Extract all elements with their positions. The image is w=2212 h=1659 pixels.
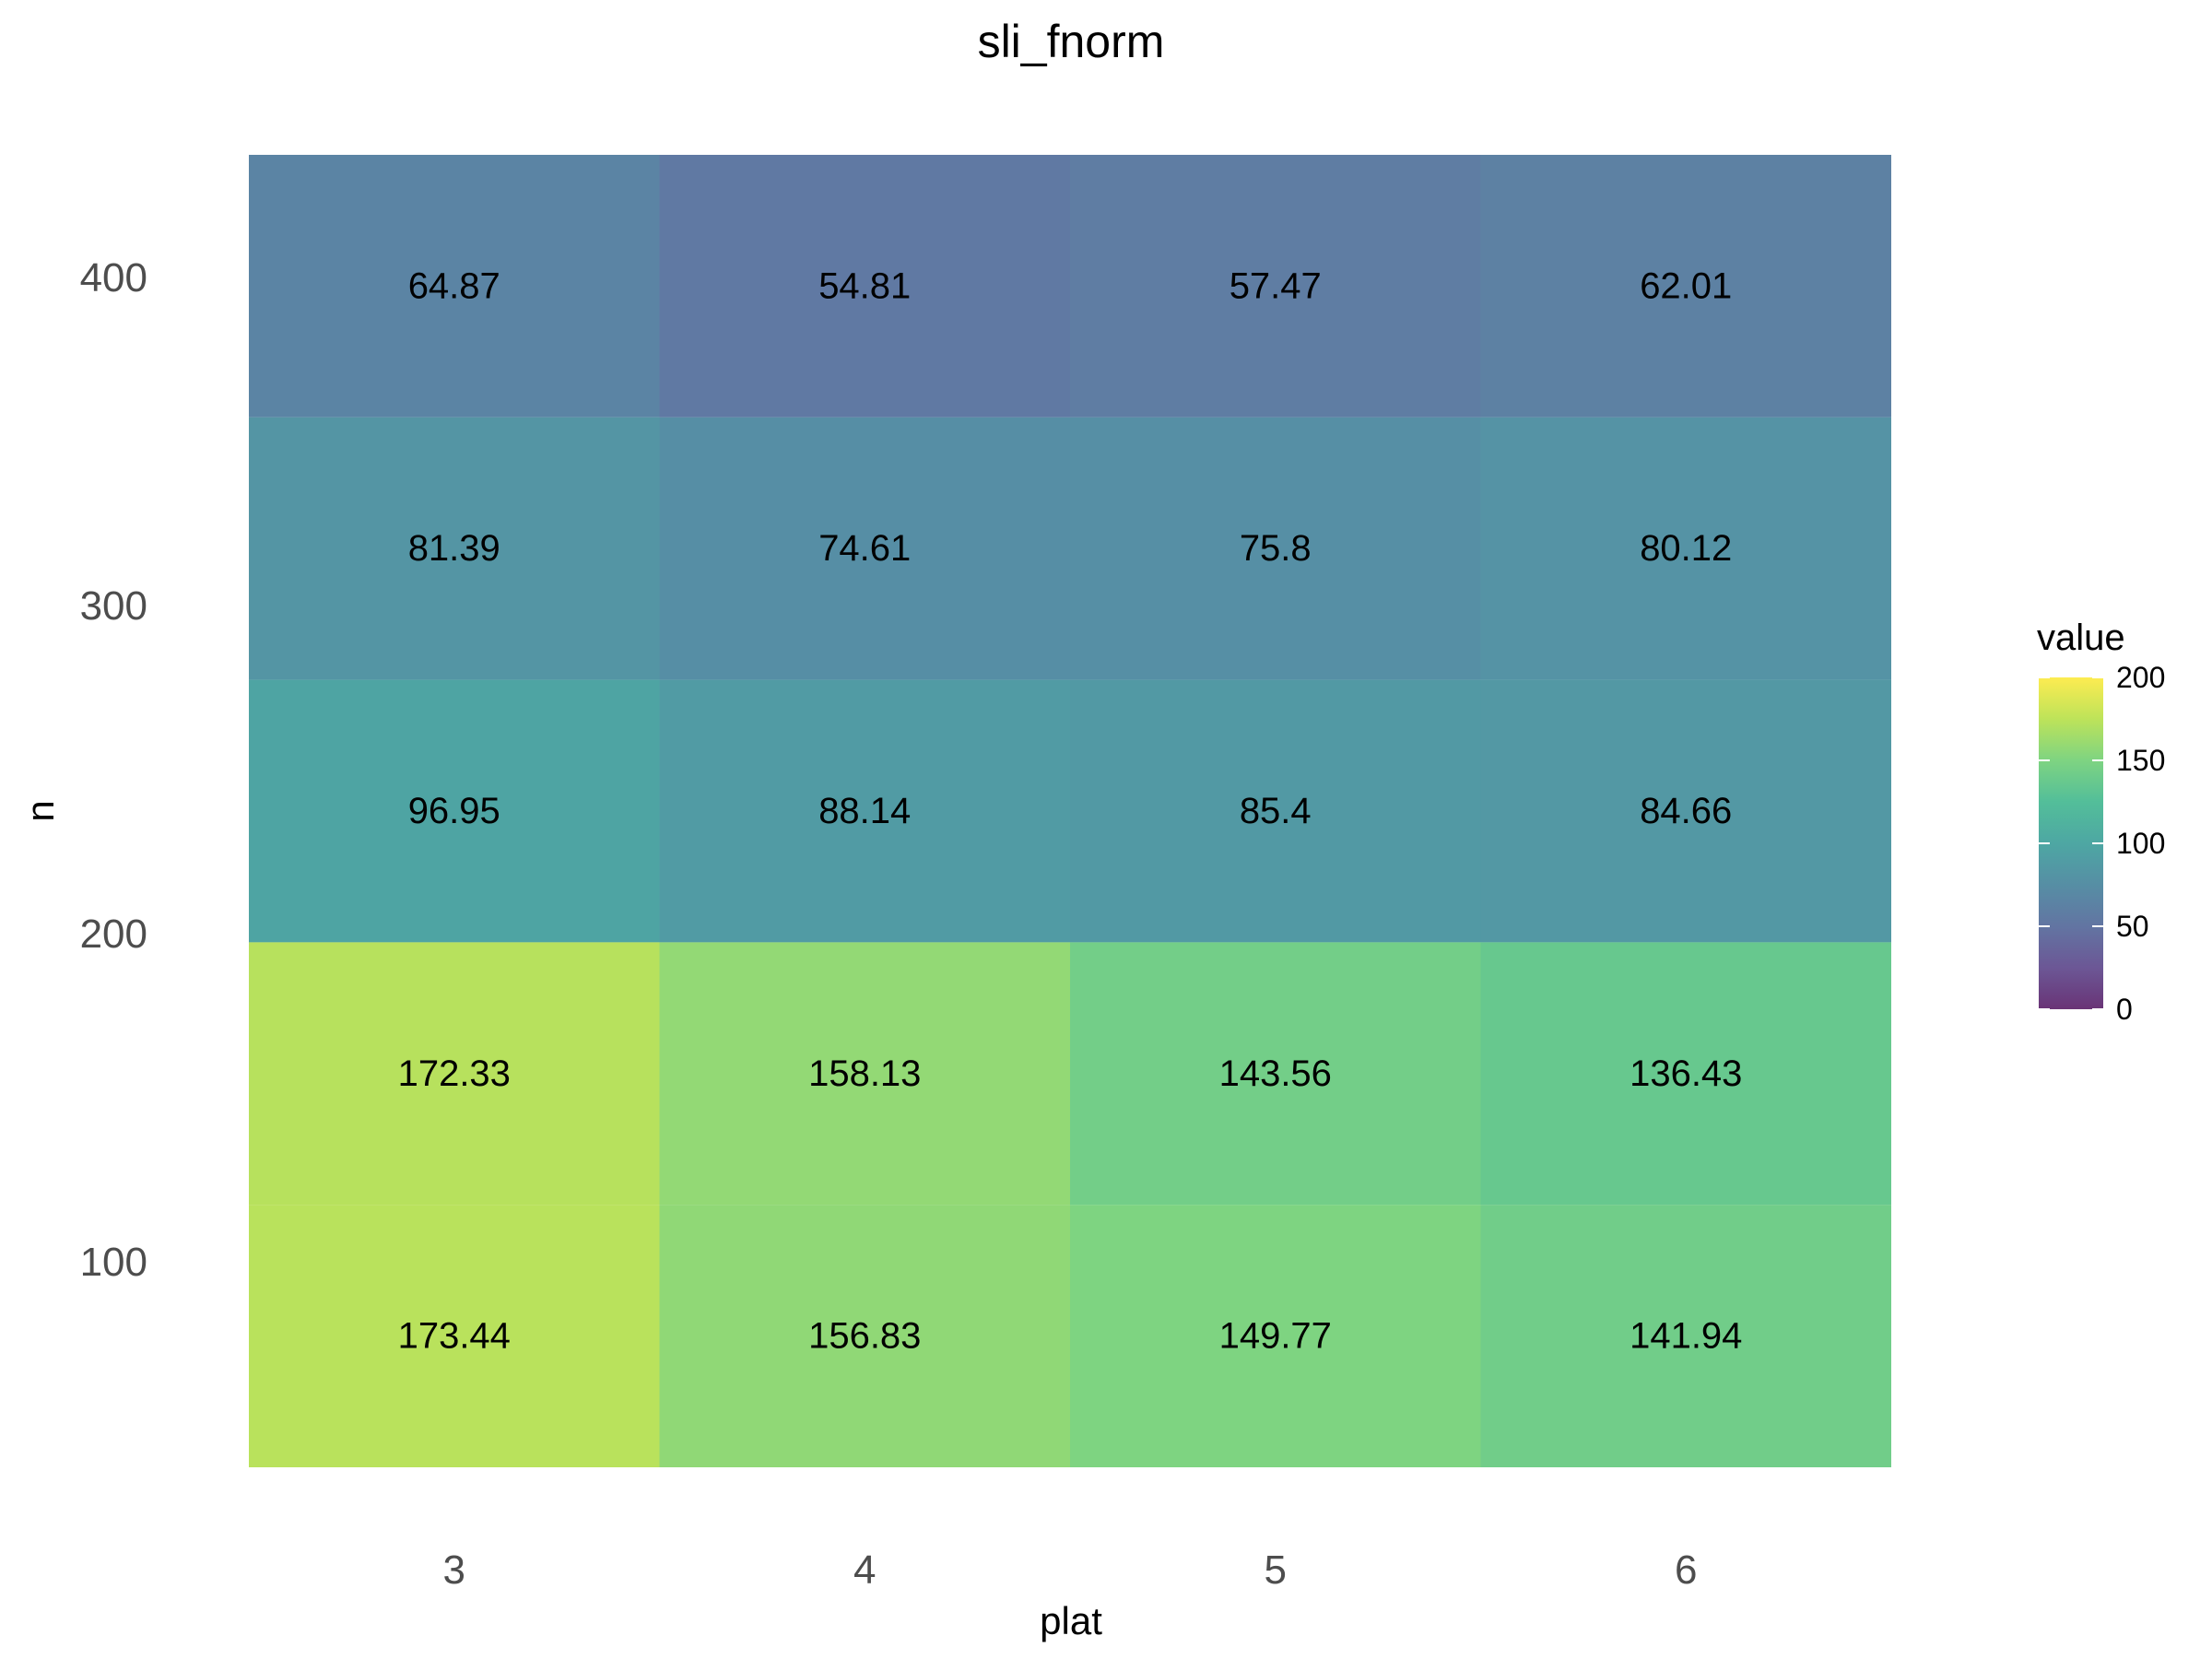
heatmap-cell [1070, 417, 1481, 680]
y-tick-label: 400 [80, 255, 147, 300]
legend-tick-label: 50 [2116, 910, 2149, 943]
x-tick-label: 4 [853, 1547, 876, 1593]
heatmap-cell-value: 80.12 [1640, 528, 1732, 569]
legend-tick-label: 0 [2116, 993, 2133, 1026]
chart-title: sli_fnorm [978, 16, 1165, 67]
y-axis-tick-labels: 100 200 300 400 [80, 255, 147, 1285]
heatmap-cell [249, 417, 660, 680]
heatmap-cell [1480, 155, 1891, 418]
heatmap-cell [1480, 679, 1891, 943]
heatmap-cell [659, 417, 1070, 680]
legend-title: value [2037, 618, 2125, 658]
heatmap-cell-value: 74.61 [818, 528, 911, 569]
heatmap-cell [1480, 942, 1891, 1206]
heatmap-cell [249, 155, 660, 418]
heatmap-cell-value: 81.39 [408, 528, 500, 569]
heatmap-cell [249, 1205, 660, 1467]
heatmap-cell [1070, 942, 1481, 1206]
heatmap-cell [659, 1205, 1070, 1467]
legend-tick-label: 200 [2116, 661, 2165, 694]
heatmap-cell-value: 57.47 [1230, 265, 1322, 306]
x-tick-label: 6 [1675, 1547, 1697, 1593]
heatmap-cell-value: 136.43 [1630, 1053, 1742, 1094]
heatmap-cell-value: 88.14 [818, 791, 911, 831]
heatmap-cell [1480, 417, 1891, 680]
heatmap-cell-value: 143.56 [1219, 1053, 1332, 1094]
heatmap-cell [659, 155, 1070, 418]
heatmap-cell-value: 85.4 [1240, 791, 1312, 831]
heatmap-cell-value: 149.77 [1219, 1316, 1332, 1357]
x-tick-label: 5 [1265, 1547, 1287, 1593]
heatmap-cell-value: 62.01 [1640, 265, 1732, 306]
heatmap-cell [1070, 679, 1481, 943]
heatmap-cell-value: 173.44 [398, 1316, 511, 1357]
x-axis-tick-labels: 3 4 5 6 [443, 1547, 1698, 1593]
heatmap-cell-value: 75.8 [1240, 528, 1312, 569]
heatmap-cell-value: 158.13 [808, 1053, 921, 1094]
y-axis-title: n [18, 800, 62, 821]
heatmap-cell-value: 64.87 [408, 265, 500, 306]
y-tick-label: 100 [80, 1240, 147, 1285]
heatmap-cell-labels: 64.87 54.81 57.47 62.01 81.39 74.61 75.8 80.12 9… [398, 265, 1743, 1356]
heatmap-cell-value: 54.81 [818, 265, 911, 306]
heatmap-cells [249, 155, 1891, 1467]
heatmap-cell [659, 679, 1070, 943]
heatmap-cell-value: 84.66 [1640, 791, 1732, 831]
heatmap-cell [1070, 155, 1481, 418]
y-tick-label: 300 [80, 583, 147, 629]
heatmap-cell-value: 172.33 [398, 1053, 511, 1094]
legend-tick-label: 150 [2116, 744, 2165, 777]
heatmap-cell-value: 96.95 [408, 791, 500, 831]
heatmap-cell [659, 942, 1070, 1206]
heatmap-cell [1480, 1205, 1891, 1467]
y-tick-label: 200 [80, 912, 147, 957]
heatmap-cell [249, 942, 660, 1206]
heatmap-cell [249, 679, 660, 943]
heatmap-cell-value: 141.94 [1630, 1316, 1742, 1357]
legend-ticks: 0 50 100 150 200 [2039, 661, 2165, 1026]
color-legend: value 0 50 100 150 200 [2037, 618, 2165, 1026]
x-tick-label: 3 [443, 1547, 465, 1593]
legend-tick-label: 100 [2116, 827, 2165, 860]
x-axis-title: plat [1040, 1599, 1102, 1642]
heatmap-cell [1070, 1205, 1481, 1467]
heatmap-cell-value: 156.83 [808, 1316, 921, 1357]
